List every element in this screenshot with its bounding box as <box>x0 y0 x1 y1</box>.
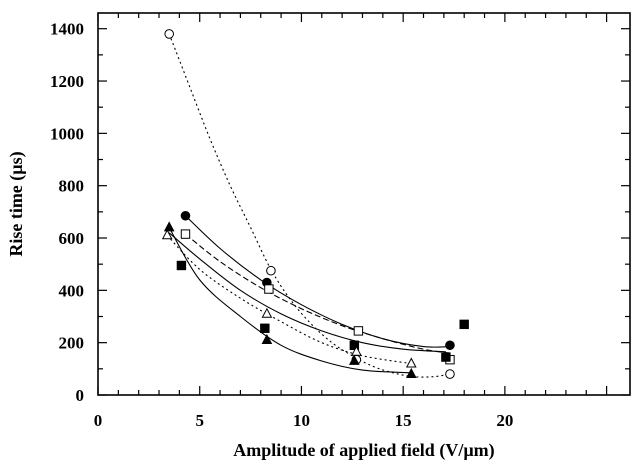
y-tick-label: 1200 <box>50 72 84 91</box>
series-4-point <box>441 352 451 362</box>
x-axis-ticks <box>97 13 608 395</box>
series-6-fit-line <box>168 227 412 374</box>
plot-frame <box>97 12 631 396</box>
series-1-point <box>164 29 175 39</box>
y-tick-label: 800 <box>59 177 85 196</box>
data-markers <box>161 29 469 379</box>
y-tick-label: 0 <box>76 386 85 405</box>
series-4-fit-line <box>168 232 446 353</box>
series-3-point <box>264 284 274 294</box>
series-1-fit-line <box>168 33 451 378</box>
y-tick-label: 1400 <box>50 20 84 39</box>
x-tick-label: 10 <box>293 411 310 430</box>
series-6-point <box>405 367 417 378</box>
series-3-point <box>180 229 191 239</box>
y-tick-label: 1000 <box>50 124 84 143</box>
series-2-point <box>180 210 191 221</box>
series-2-fit-line <box>185 215 451 348</box>
x-axis-title: Amplitude of applied field (V/µm) <box>233 440 494 461</box>
series-4-point <box>349 340 360 350</box>
series-5-point <box>261 307 273 318</box>
x-axis-tick-labels: 0 5 10 15 20 <box>94 411 514 430</box>
series-6-point <box>163 221 175 232</box>
x-tick-label: 0 <box>94 411 103 430</box>
y-axis-title: Rise time (µs) <box>6 151 27 256</box>
y-tick-label: 600 <box>59 229 85 248</box>
series-4-point <box>176 260 187 271</box>
y-axis-ticks <box>98 28 630 396</box>
series-5-point <box>405 357 417 368</box>
series-2-point <box>445 340 455 351</box>
series-5-point <box>351 345 362 356</box>
x-tick-label: 20 <box>496 411 513 430</box>
x-tick-label: 15 <box>395 411 412 430</box>
series-6-point <box>261 333 273 344</box>
series-6-point <box>348 354 360 365</box>
series-3-point <box>353 326 364 336</box>
series-4-point <box>260 323 270 333</box>
fit-lines <box>166 33 451 378</box>
y-axis-tick-labels: 0 200 400 600 800 1000 1200 1400 <box>50 20 84 405</box>
series-3-fit-line <box>185 233 451 354</box>
x-tick-label: 5 <box>195 411 204 430</box>
series-1-point <box>266 265 276 276</box>
y-tick-label: 400 <box>59 281 85 300</box>
series-5-point <box>161 229 173 240</box>
series-1-point <box>445 369 455 379</box>
y-tick-label: 200 <box>59 334 85 353</box>
series-4-point <box>459 319 469 330</box>
series-5-fit-line <box>166 235 412 365</box>
